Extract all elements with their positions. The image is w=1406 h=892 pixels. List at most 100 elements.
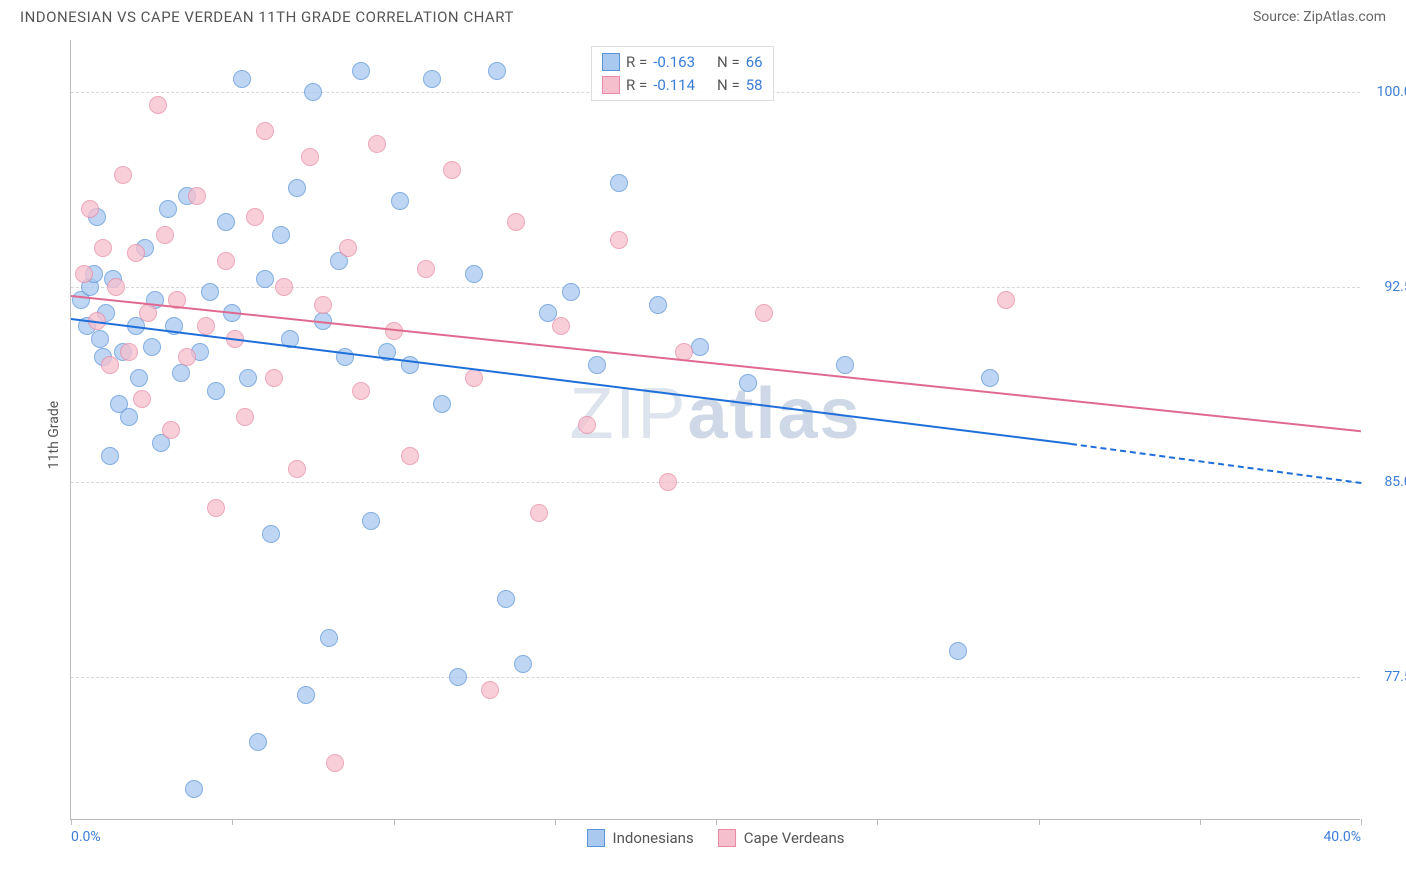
data-point-cape_verdeans: [578, 416, 596, 434]
y-tick-label: 92.5%: [1384, 279, 1406, 295]
data-point-indonesians: [130, 369, 148, 387]
data-point-cape_verdeans: [120, 343, 138, 361]
data-point-indonesians: [201, 283, 219, 301]
data-point-indonesians: [233, 70, 251, 88]
data-point-indonesians: [423, 70, 441, 88]
data-point-indonesians: [256, 270, 274, 288]
y-tick-label: 100.0%: [1377, 84, 1406, 100]
legend-swatch: [602, 53, 620, 71]
legend-item: Indonesians: [587, 829, 694, 847]
x-tick: [1361, 819, 1362, 825]
data-point-cape_verdeans: [507, 213, 525, 231]
data-point-indonesians: [739, 374, 757, 392]
data-point-indonesians: [288, 179, 306, 197]
n-label: N =: [717, 74, 740, 97]
data-point-cape_verdeans: [755, 304, 773, 322]
data-point-cape_verdeans: [417, 260, 435, 278]
data-point-cape_verdeans: [197, 317, 215, 335]
legend-label: Cape Verdeans: [744, 829, 845, 847]
data-point-cape_verdeans: [314, 296, 332, 314]
x-tick: [394, 819, 395, 825]
data-point-cape_verdeans: [997, 291, 1015, 309]
data-point-indonesians: [352, 62, 370, 80]
legend-swatch: [718, 829, 736, 847]
data-point-cape_verdeans: [114, 166, 132, 184]
trend-line: [71, 318, 1071, 445]
data-point-indonesians: [207, 382, 225, 400]
data-point-cape_verdeans: [139, 304, 157, 322]
data-point-cape_verdeans: [659, 473, 677, 491]
data-point-cape_verdeans: [465, 369, 483, 387]
data-point-cape_verdeans: [107, 278, 125, 296]
data-point-indonesians: [465, 265, 483, 283]
y-tick-label: 85.0%: [1384, 474, 1406, 490]
data-point-indonesians: [836, 356, 854, 374]
data-point-indonesians: [91, 330, 109, 348]
legend-swatch: [602, 76, 620, 94]
chart-header: INDONESIAN VS CAPE VERDEAN 11TH GRADE CO…: [0, 0, 1406, 30]
data-point-cape_verdeans: [236, 408, 254, 426]
data-point-cape_verdeans: [246, 208, 264, 226]
data-point-cape_verdeans: [368, 135, 386, 153]
data-point-indonesians: [143, 338, 161, 356]
y-axis-label: 11th Grade: [46, 401, 62, 469]
data-point-indonesians: [497, 590, 515, 608]
data-point-cape_verdeans: [275, 278, 293, 296]
data-point-indonesians: [649, 296, 667, 314]
data-point-indonesians: [297, 686, 315, 704]
data-point-cape_verdeans: [156, 226, 174, 244]
data-point-cape_verdeans: [127, 244, 145, 262]
legend-label: Indonesians: [613, 829, 694, 847]
legend-item: Cape Verdeans: [718, 829, 845, 847]
data-point-indonesians: [449, 668, 467, 686]
n-label: N =: [717, 51, 740, 74]
data-point-indonesians: [239, 369, 257, 387]
data-point-indonesians: [433, 395, 451, 413]
data-point-cape_verdeans: [81, 200, 99, 218]
data-point-indonesians: [981, 369, 999, 387]
chart-source: Source: ZipAtlas.com: [1253, 9, 1386, 25]
data-point-indonesians: [562, 283, 580, 301]
data-point-indonesians: [514, 655, 532, 673]
data-point-cape_verdeans: [75, 265, 93, 283]
r-label: R =: [626, 51, 647, 74]
data-point-indonesians: [249, 733, 267, 751]
data-point-cape_verdeans: [256, 122, 274, 140]
r-label: R =: [626, 74, 647, 97]
data-point-indonesians: [949, 642, 967, 660]
data-point-indonesians: [588, 356, 606, 374]
data-point-cape_verdeans: [149, 96, 167, 114]
plot-container: 11th Grade ZIPatlas 77.5%85.0%92.5%100.0…: [50, 40, 1386, 830]
data-point-cape_verdeans: [401, 447, 419, 465]
data-point-cape_verdeans: [301, 148, 319, 166]
data-point-indonesians: [120, 408, 138, 426]
data-point-indonesians: [159, 200, 177, 218]
data-point-indonesians: [101, 447, 119, 465]
data-point-indonesians: [691, 338, 709, 356]
data-point-cape_verdeans: [188, 187, 206, 205]
data-point-cape_verdeans: [94, 239, 112, 257]
data-point-cape_verdeans: [265, 369, 283, 387]
x-tick: [716, 819, 717, 825]
gridline: [71, 482, 1360, 483]
data-point-indonesians: [304, 83, 322, 101]
n-value: 66: [746, 51, 763, 74]
chart-title: INDONESIAN VS CAPE VERDEAN 11TH GRADE CO…: [20, 8, 514, 26]
data-point-indonesians: [391, 192, 409, 210]
x-tick: [71, 819, 72, 825]
trend-line: [1071, 443, 1362, 484]
data-point-cape_verdeans: [288, 460, 306, 478]
x-tick-label: 40.0%: [1323, 829, 1361, 845]
data-point-indonesians: [362, 512, 380, 530]
data-point-cape_verdeans: [178, 348, 196, 366]
data-point-cape_verdeans: [481, 681, 499, 699]
y-tick-label: 77.5%: [1384, 669, 1406, 685]
gridline: [71, 677, 1360, 678]
data-point-cape_verdeans: [207, 499, 225, 517]
data-point-cape_verdeans: [443, 161, 461, 179]
data-point-cape_verdeans: [339, 239, 357, 257]
data-point-cape_verdeans: [530, 504, 548, 522]
x-tick: [877, 819, 878, 825]
data-point-cape_verdeans: [610, 231, 628, 249]
data-point-indonesians: [185, 780, 203, 798]
